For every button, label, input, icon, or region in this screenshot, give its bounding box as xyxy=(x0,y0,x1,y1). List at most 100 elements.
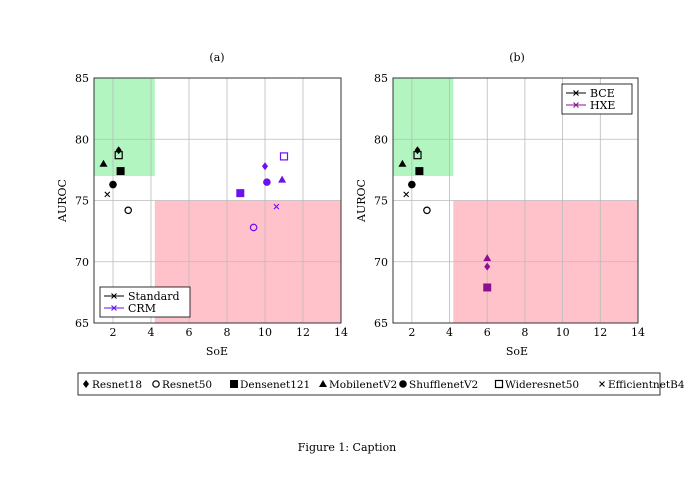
data-point xyxy=(263,178,271,186)
diamond-marker xyxy=(484,262,491,271)
legend-marker-resnet18 xyxy=(83,380,89,388)
triangle-marker xyxy=(483,254,492,262)
data-point xyxy=(249,223,258,232)
y-tick-label: 85 xyxy=(374,72,388,85)
y-axis-label: AUROC xyxy=(56,179,69,223)
data-point xyxy=(236,189,245,198)
cross-marker xyxy=(573,90,579,96)
model-legend: Resnet18 Resnet50 Densenet121 MobilenetV2 Sh… xyxy=(77,372,685,396)
circle-open-marker xyxy=(124,206,133,215)
data-point xyxy=(415,167,424,176)
data-point xyxy=(483,254,492,262)
legend-marker-shufflenetv2 xyxy=(399,380,407,388)
y-tick-label: 70 xyxy=(374,256,388,269)
y-tick-label: 75 xyxy=(374,195,388,208)
data-point xyxy=(262,162,268,171)
legend-box xyxy=(99,286,191,318)
legend-marker-wideresnet50 xyxy=(494,379,504,389)
x-tick-label: 10 xyxy=(258,326,272,339)
legend-label: HXE xyxy=(590,99,615,112)
data-point xyxy=(423,206,431,215)
data-point xyxy=(99,159,108,167)
shaded-region xyxy=(393,78,454,176)
data-point xyxy=(278,175,287,183)
cross-marker xyxy=(403,191,410,198)
legend-marker xyxy=(573,102,579,108)
x-tick-label: 4 xyxy=(446,326,453,339)
x-tick-label: 14 xyxy=(631,326,645,339)
data-point xyxy=(408,180,416,189)
data-point xyxy=(273,203,280,210)
legend-marker xyxy=(111,305,117,311)
triangle-marker xyxy=(319,380,327,387)
circle-marker xyxy=(263,178,271,186)
x-tick-label: 8 xyxy=(224,326,231,339)
cross-marker xyxy=(273,203,280,210)
cross-marker xyxy=(599,381,605,387)
triangle-marker xyxy=(398,159,407,167)
y-tick-label: 80 xyxy=(75,133,89,146)
data-point xyxy=(109,180,117,189)
legend-marker-resnet50 xyxy=(152,380,160,388)
plot-frame xyxy=(392,77,639,324)
cross-marker xyxy=(104,191,111,198)
y-tick-label: 85 xyxy=(75,72,89,85)
square-marker xyxy=(116,167,125,176)
x-tick-label: 6 xyxy=(484,326,491,339)
data-point xyxy=(279,152,289,161)
model-legend-box xyxy=(77,372,661,396)
square-open-marker xyxy=(279,152,289,161)
legend-marker xyxy=(573,90,579,96)
x-tick-label: 2 xyxy=(110,326,117,339)
legend-label: BCE xyxy=(590,87,615,100)
triangle-marker xyxy=(278,175,287,183)
circle-open-marker xyxy=(249,223,258,232)
model-legend-label: Wideresnet50 xyxy=(505,379,579,391)
x-tick-label: 4 xyxy=(148,326,155,339)
x-axis-label: SoE xyxy=(206,345,228,358)
model-legend-label: Densenet121 xyxy=(240,379,310,391)
legend-box xyxy=(561,83,633,115)
x-tick-label: 10 xyxy=(556,326,570,339)
square-marker xyxy=(483,283,492,292)
legend-label: Standard xyxy=(128,290,180,303)
data-point xyxy=(484,262,491,271)
x-tick-label: 12 xyxy=(296,326,310,339)
y-tick-label: 75 xyxy=(75,195,89,208)
x-tick-label: 12 xyxy=(593,326,607,339)
diamond-marker xyxy=(262,162,268,171)
figure-caption: Figure 1: Caption xyxy=(298,441,396,454)
y-tick-label: 70 xyxy=(75,256,89,269)
x-tick-label: 8 xyxy=(521,326,528,339)
x-tick-label: 6 xyxy=(186,326,193,339)
square-open-marker xyxy=(114,151,123,160)
x-tick-label: 14 xyxy=(334,326,348,339)
x-axis-label: SoE xyxy=(506,345,528,358)
model-legend-label: Resnet50 xyxy=(162,379,212,391)
y-tick-label: 80 xyxy=(374,133,388,146)
x-tick-label: 2 xyxy=(408,326,415,339)
data-point xyxy=(116,167,125,176)
circle-open-marker xyxy=(152,380,160,388)
scatter-panel-0: 2 4 6 8 10 12 14 65 70 75 80 85 (a) SoE AUROC StandardC… xyxy=(56,51,348,358)
data-point xyxy=(104,191,111,198)
panel-title: (b) xyxy=(509,51,525,64)
data-point xyxy=(413,151,422,160)
circle-open-marker xyxy=(423,206,431,215)
panel-title: (a) xyxy=(209,51,224,64)
cross-marker xyxy=(111,305,117,311)
diamond-marker xyxy=(83,380,89,388)
legend-marker-densenet121 xyxy=(230,380,238,388)
plot-frame xyxy=(93,77,342,324)
circle-marker xyxy=(399,380,407,388)
square-marker xyxy=(236,189,245,198)
circle-marker xyxy=(408,180,416,189)
cross-marker xyxy=(573,102,579,108)
y-tick-label: 65 xyxy=(374,317,388,330)
square-marker xyxy=(415,167,424,176)
data-point xyxy=(114,151,123,160)
